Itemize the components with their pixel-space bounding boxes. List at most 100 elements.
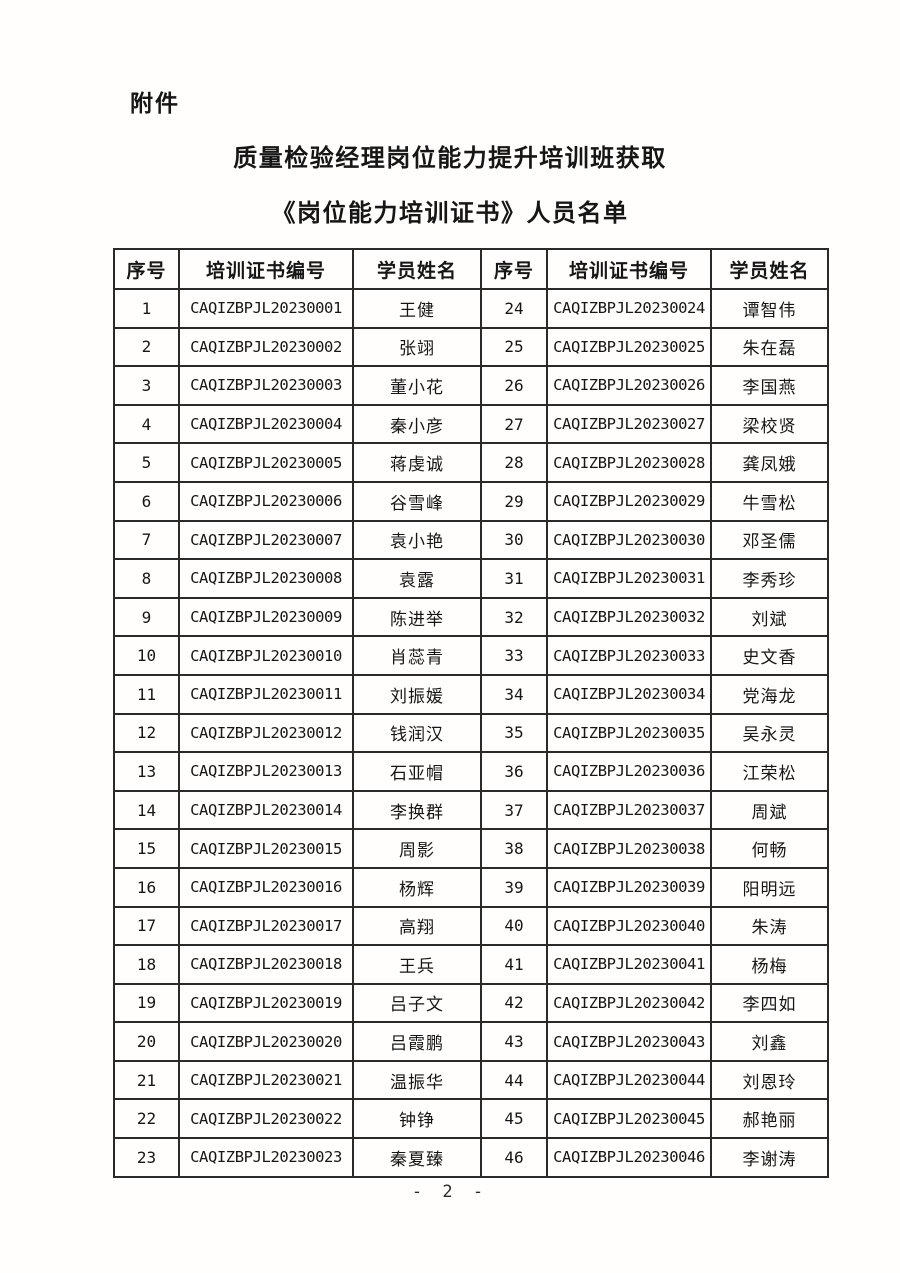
row-number: 3 [113,365,180,406]
certificate-number: CAQIZBPJL20230032 [546,596,712,638]
row-number: 11 [113,673,180,715]
certificate-number: CAQIZBPJL20230024 [546,288,712,329]
student-name: 李四如 [710,982,829,1024]
student-name: 江荣松 [710,751,829,792]
row-number: 38 [480,828,548,869]
student-name: 董小花 [352,365,482,406]
row-number: 26 [480,365,548,406]
student-name: 王健 [352,288,482,329]
certificate-number: CAQIZBPJL20230046 [546,1137,712,1178]
certificate-number: CAQIZBPJL20230002 [178,326,354,368]
certificate-number: CAQIZBPJL20230016 [178,866,354,908]
certificate-number: CAQIZBPJL20230020 [178,1021,354,1062]
attachment-label: 附件 [130,91,180,116]
student-name: 高翔 [352,905,482,947]
certificate-number: CAQIZBPJL20230041 [546,944,712,985]
row-number: 17 [113,905,180,947]
row-number: 24 [480,288,548,329]
student-name: 朱涛 [710,905,829,947]
row-number: 19 [113,982,180,1024]
row-number: 27 [480,403,548,445]
student-name: 李国燕 [710,365,829,406]
student-name: 杨辉 [352,866,482,908]
document-title-line2: 《岗位能力培训证书》人员名单 [271,201,629,227]
row-number: 4 [113,403,180,445]
certificate-number: CAQIZBPJL20230006 [178,480,354,522]
student-name: 李换群 [352,789,482,831]
row-number: 7 [113,519,180,561]
table-row: 8 CAQIZBPJL20230008 袁露 31 CAQIZBPJL20230031 李… [113,558,829,599]
student-name: 周影 [352,828,482,869]
certificate-number: CAQIZBPJL20230012 [178,712,354,754]
student-name: 刘振媛 [352,673,482,715]
row-number: 13 [113,751,180,792]
student-name: 吕子文 [352,982,482,1024]
student-name: 温振华 [352,1059,482,1101]
row-number: 18 [113,944,180,985]
certificate-number: CAQIZBPJL20230013 [178,751,354,792]
certificate-number: CAQIZBPJL20230028 [546,442,712,483]
table-row: 4 CAQIZBPJL20230004 秦小彦 27 CAQIZBPJL20230027… [113,403,829,445]
row-number: 37 [480,789,548,831]
certificate-number: CAQIZBPJL20230008 [178,558,354,599]
certificate-number: CAQIZBPJL20230030 [546,519,712,561]
row-number: 30 [480,519,548,561]
certificate-number: CAQIZBPJL20230014 [178,789,354,831]
table-row: 9 CAQIZBPJL20230009 陈进举 32 CAQIZBPJL20230032… [113,596,829,638]
table-row: 7 CAQIZBPJL20230007 袁小艳 30 CAQIZBPJL20230030… [113,519,829,561]
row-number: 2 [113,326,180,368]
document-title-line1: 质量检验经理岗位能力提升培训班获取 [233,146,667,172]
certificate-number: CAQIZBPJL20230015 [178,828,354,869]
student-name: 钟铮 [352,1098,482,1140]
student-name: 阳明远 [710,866,829,908]
certificate-number: CAQIZBPJL20230019 [178,982,354,1024]
row-number: 45 [480,1098,548,1140]
column-header: 序号 [113,248,180,290]
certificate-number: CAQIZBPJL20230007 [178,519,354,561]
student-name: 袁小艳 [352,519,482,561]
table-row: 16 CAQIZBPJL20230016 杨辉 39 CAQIZBPJL20230039… [113,866,829,908]
certificate-number: CAQIZBPJL20230043 [546,1021,712,1062]
row-number: 16 [113,866,180,908]
row-number: 35 [480,712,548,754]
column-header: 学员姓名 [710,248,829,290]
table-row: 6 CAQIZBPJL20230006 谷雪峰 29 CAQIZBPJL20230029… [113,480,829,522]
certificate-number: CAQIZBPJL20230010 [178,635,354,676]
certificate-number: CAQIZBPJL20230045 [546,1098,712,1140]
student-name: 邓圣儒 [710,519,829,561]
certificate-number: CAQIZBPJL20230017 [178,905,354,947]
student-name: 李秀珍 [710,558,829,599]
row-number: 33 [480,635,548,676]
table-row: 2 CAQIZBPJL20230002 张翊 25 CAQIZBPJL20230025 朱… [113,326,829,368]
row-number: 25 [480,326,548,368]
row-number: 39 [480,866,548,908]
column-header: 培训证书编号 [546,248,712,290]
certificate-number: CAQIZBPJL20230039 [546,866,712,908]
student-name: 吕霞鹏 [352,1021,482,1062]
student-name: 李谢涛 [710,1137,829,1178]
row-number: 23 [113,1137,180,1178]
roster-table: 序号 培训证书编号 学员姓名 序号 培训证书编号 学员姓名 1 CAQIZBPJL20230… [113,248,829,1178]
student-name: 党海龙 [710,673,829,715]
student-name: 吴永灵 [710,712,829,754]
student-name: 秦夏臻 [352,1137,482,1178]
student-name: 何畅 [710,828,829,869]
row-number: 14 [113,789,180,831]
row-number: 20 [113,1021,180,1062]
certificate-number: CAQIZBPJL20230033 [546,635,712,676]
certificate-number: CAQIZBPJL20230025 [546,326,712,368]
student-name: 杨梅 [710,944,829,985]
student-name: 龚凤娥 [710,442,829,483]
row-number: 10 [113,635,180,676]
student-name: 秦小彦 [352,403,482,445]
column-header: 序号 [480,248,548,290]
table-row: 13 CAQIZBPJL20230013 石亚帽 36 CAQIZBPJL2023003… [113,751,829,792]
column-header: 培训证书编号 [178,248,354,290]
certificate-number: CAQIZBPJL20230038 [546,828,712,869]
row-number: 22 [113,1098,180,1140]
student-name: 史文香 [710,635,829,676]
row-number: 1 [113,288,180,329]
certificate-number: CAQIZBPJL20230026 [546,365,712,406]
row-number: 43 [480,1021,548,1062]
student-name: 刘鑫 [710,1021,829,1062]
